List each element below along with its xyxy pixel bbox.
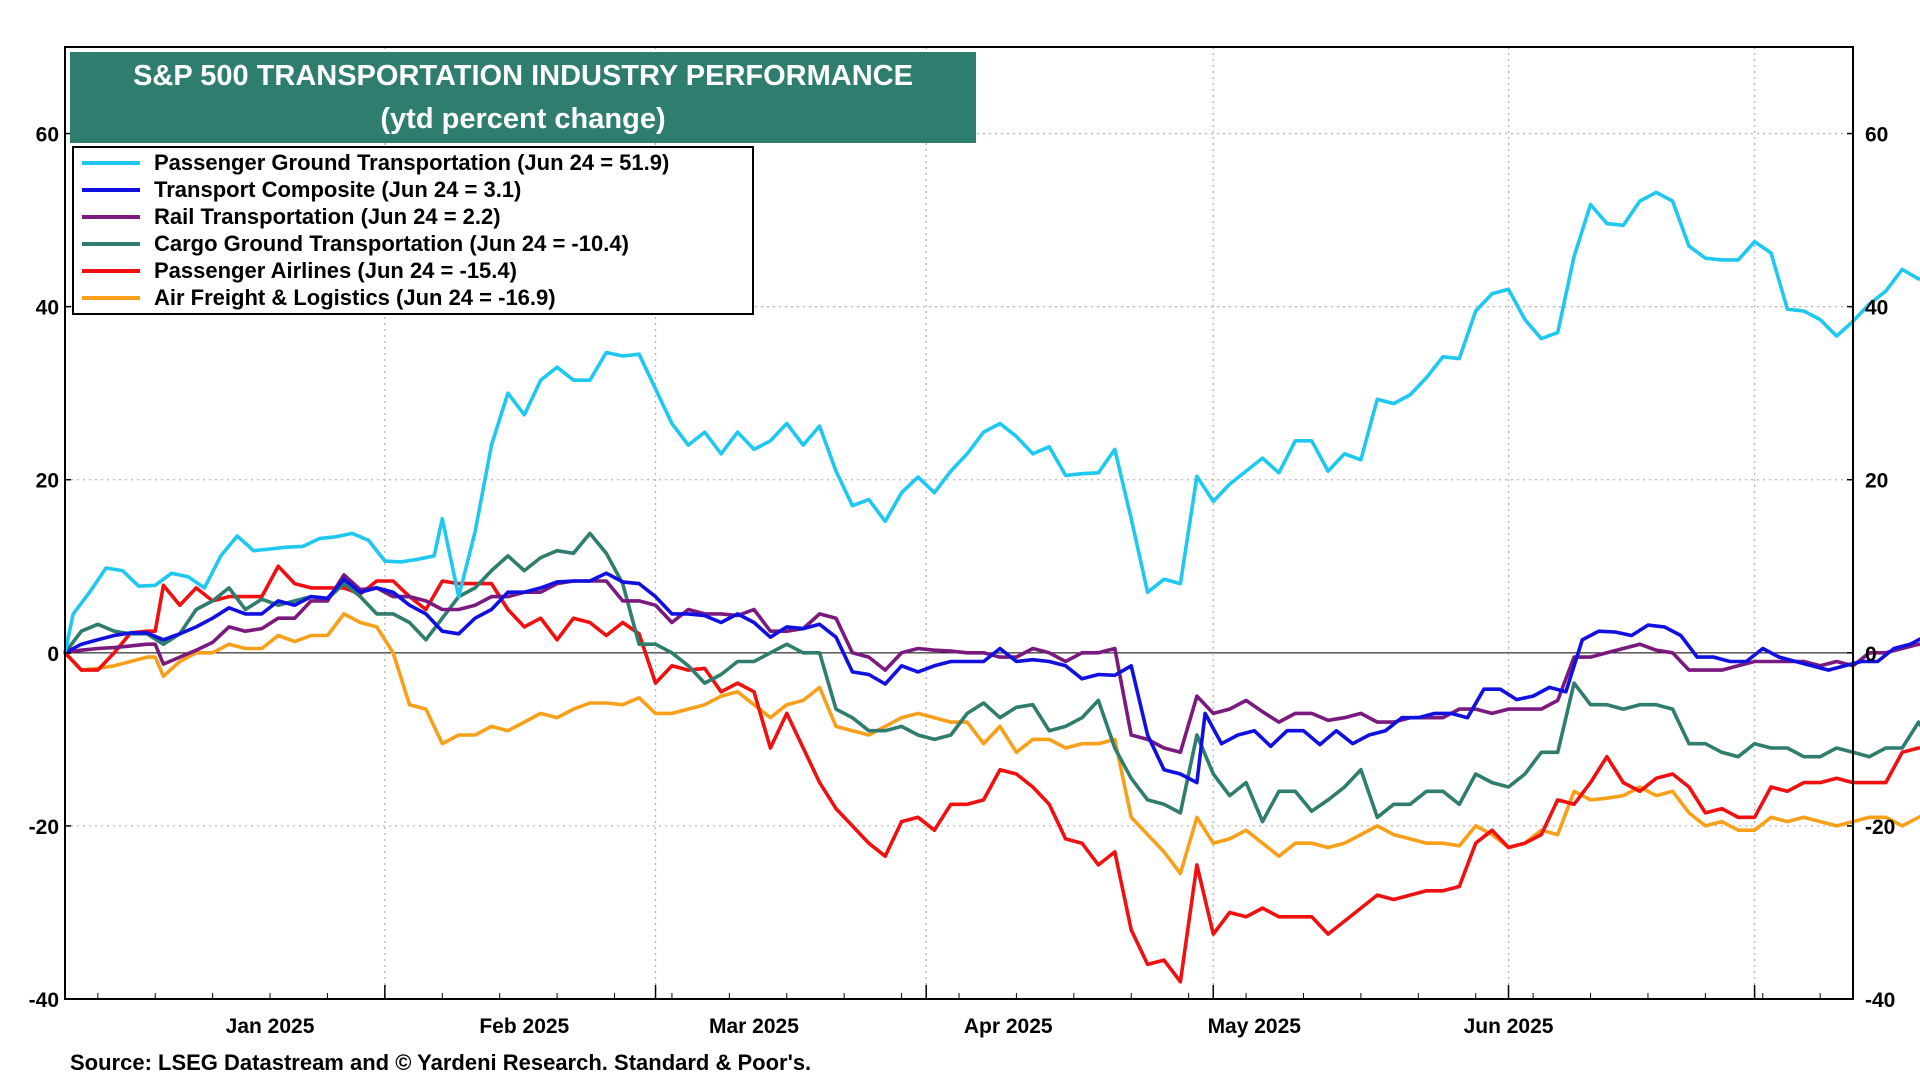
series-line <box>63 531 1920 824</box>
series-line <box>63 612 1920 876</box>
y-tick-label-right: 60 <box>1865 124 1888 147</box>
legend-label: Transport Composite (Jun 24 = 3.1) <box>154 176 522 202</box>
legend-item-air-freight: Air Freight & Logistics (Jun 24 = -16.9) <box>82 284 556 311</box>
series-layer <box>63 190 1920 984</box>
y-tick-label-right: 20 <box>1865 470 1888 493</box>
y-tick-label-right: -40 <box>1865 989 1895 1012</box>
axis-layer: -40 -40 -20 -20 0 0 20 20 40 40 60 60 Jan 2025 Feb 20… <box>29 124 1896 1038</box>
legend-item-cargo-ground: Cargo Ground Transportation (Jun 24 = -1… <box>82 230 629 257</box>
chart-title-box: S&P 500 TRANSPORTATION INDUSTRY PERFORMA… <box>70 52 976 143</box>
y-tick-label-right: 0 <box>1865 643 1877 666</box>
legend-label: Passenger Airlines (Jun 24 = -15.4) <box>154 257 517 283</box>
legend-swatch <box>82 160 140 165</box>
x-tick-label: Jun 2025 <box>1464 1015 1554 1038</box>
chart-subtitle: (ytd percent change) <box>380 103 666 135</box>
x-tick-label: Jan 2025 <box>226 1015 315 1038</box>
x-tick-label: May 2025 <box>1208 1015 1302 1038</box>
legend-swatch <box>82 295 140 300</box>
legend-label: Air Freight & Logistics (Jun 24 = -16.9) <box>154 284 556 310</box>
x-tick-label: Apr 2025 <box>964 1015 1053 1038</box>
y-tick-label-left: 20 <box>36 470 59 493</box>
x-tick-label: Feb 2025 <box>479 1015 569 1038</box>
y-tick-label-left: 40 <box>36 297 59 320</box>
source-note: Source: LSEG Datastream and © Yardeni Re… <box>70 1050 812 1075</box>
legend: Passenger Ground Transportation (Jun 24 … <box>72 146 754 315</box>
legend-label: Passenger Ground Transportation (Jun 24 … <box>154 149 670 175</box>
legend-item-transport-composite: Transport Composite (Jun 24 = 3.1) <box>82 176 521 203</box>
legend-item-passenger-ground: Passenger Ground Transportation (Jun 24 … <box>82 149 669 176</box>
legend-label: Cargo Ground Transportation (Jun 24 = -1… <box>154 230 629 256</box>
legend-item-rail: Rail Transportation (Jun 24 = 2.2) <box>82 203 501 230</box>
y-tick-label-left: -20 <box>29 816 59 839</box>
x-tick-label: Mar 2025 <box>709 1015 799 1038</box>
legend-swatch <box>82 241 140 246</box>
series-line <box>63 564 1920 984</box>
legend-swatch <box>82 268 140 273</box>
series-line <box>63 573 1920 755</box>
y-tick-label-right: -20 <box>1865 816 1895 839</box>
legend-label: Rail Transportation (Jun 24 = 2.2) <box>154 203 501 229</box>
y-tick-label-left: -40 <box>29 989 59 1012</box>
y-tick-label-left: 60 <box>36 124 59 147</box>
legend-item-passenger-airlines: Passenger Airlines (Jun 24 = -15.4) <box>82 257 517 284</box>
legend-swatch <box>82 187 140 192</box>
series-line <box>63 190 1920 655</box>
chart-title: S&P 500 TRANSPORTATION INDUSTRY PERFORMA… <box>133 60 913 92</box>
series-line <box>63 571 1920 785</box>
y-tick-label-right: 40 <box>1865 297 1888 320</box>
legend-swatch <box>82 214 140 219</box>
y-tick-label-left: 0 <box>47 643 59 666</box>
